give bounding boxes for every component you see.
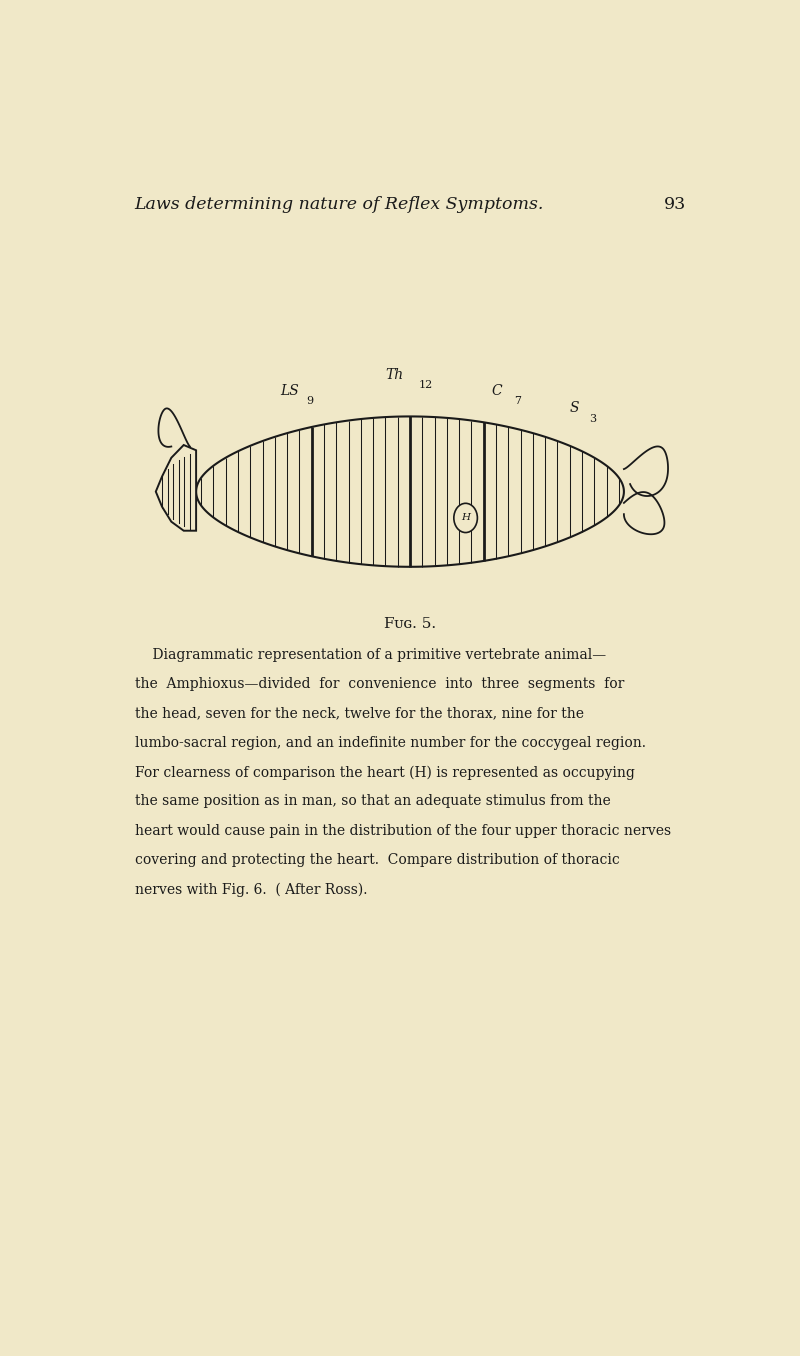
Ellipse shape [454, 503, 478, 533]
Text: the head, seven for the neck, twelve for the thorax, nine for the: the head, seven for the neck, twelve for… [135, 706, 584, 720]
Text: H: H [461, 514, 470, 522]
Text: covering and protecting the heart.  Compare distribution of thoracic: covering and protecting the heart. Compa… [135, 853, 620, 866]
Text: Laws determining nature of Reflex Symptoms.: Laws determining nature of Reflex Sympto… [134, 197, 543, 213]
Text: 3: 3 [590, 414, 597, 424]
Text: 12: 12 [418, 380, 433, 391]
Text: nerves with Fig. 6.  ( After Ross).: nerves with Fig. 6. ( After Ross). [135, 883, 368, 896]
Text: C: C [491, 384, 502, 397]
Polygon shape [196, 416, 624, 567]
Polygon shape [156, 445, 196, 530]
Text: 9: 9 [306, 396, 313, 405]
Text: heart would cause pain in the distribution of the four upper thoracic nerves: heart would cause pain in the distributi… [135, 823, 671, 838]
Polygon shape [624, 492, 665, 534]
Text: the same position as in man, so that an adequate stimulus from the: the same position as in man, so that an … [135, 795, 611, 808]
Text: Th: Th [386, 367, 403, 382]
Polygon shape [158, 408, 190, 447]
Text: 7: 7 [514, 396, 521, 405]
Text: S: S [570, 401, 579, 415]
Text: the  Amphioxus—divided  for  convenience  into  three  segments  for: the Amphioxus—divided for convenience in… [135, 678, 625, 692]
Text: lumbo-sacral region, and an indefinite number for the coccygeal region.: lumbo-sacral region, and an indefinite n… [135, 736, 646, 750]
Text: For clearness of comparison the heart (H) is represented as occupying: For clearness of comparison the heart (H… [135, 765, 635, 780]
Text: Fᴜɢ. 5.: Fᴜɢ. 5. [384, 617, 436, 631]
Text: LS: LS [280, 384, 298, 397]
Polygon shape [624, 446, 668, 496]
Text: Diagrammatic representation of a primitive vertebrate animal—: Diagrammatic representation of a primiti… [135, 648, 606, 662]
Text: 93: 93 [664, 197, 686, 213]
